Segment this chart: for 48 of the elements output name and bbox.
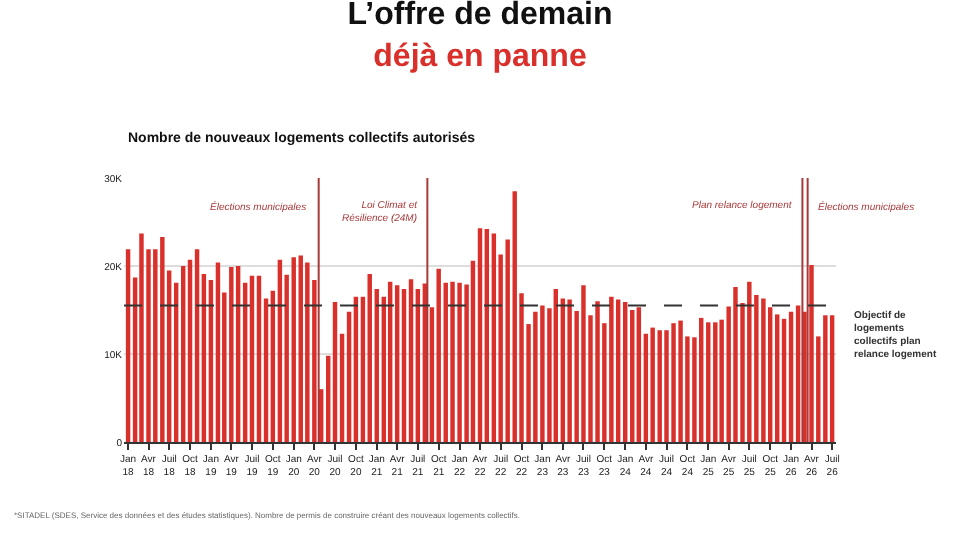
bar — [671, 323, 676, 442]
bar — [160, 236, 165, 442]
bar — [809, 265, 814, 442]
bar — [305, 262, 310, 442]
chart-subtitle: déjà en panne — [373, 39, 587, 74]
bar — [256, 275, 262, 442]
bar — [457, 282, 462, 442]
bar — [713, 322, 718, 442]
bar — [615, 299, 621, 442]
chart-title: L’offre de demain — [347, 0, 613, 32]
bar — [622, 302, 628, 442]
bar — [291, 257, 296, 442]
bar — [657, 330, 662, 442]
bar — [636, 307, 642, 442]
bar — [747, 281, 752, 442]
bar — [664, 330, 669, 442]
bar — [781, 318, 787, 442]
bar — [181, 266, 186, 442]
bar — [595, 301, 600, 442]
bar — [609, 296, 614, 442]
bar — [540, 305, 545, 442]
bar — [788, 311, 794, 442]
bar — [436, 268, 441, 442]
bar — [450, 281, 455, 442]
bar — [823, 315, 828, 442]
bar — [408, 279, 414, 442]
bar — [829, 315, 835, 442]
bar — [630, 310, 635, 442]
bar — [733, 287, 738, 442]
bar — [215, 262, 221, 442]
bar — [298, 255, 303, 442]
bar — [706, 322, 711, 442]
bar — [367, 273, 372, 442]
bar — [699, 317, 704, 442]
bar — [567, 299, 572, 442]
bar — [650, 327, 655, 442]
bar — [678, 320, 683, 442]
bar — [775, 314, 780, 442]
bar — [512, 191, 517, 442]
bar — [533, 311, 538, 442]
bar — [767, 307, 773, 442]
bar — [477, 228, 483, 442]
bar — [332, 302, 338, 442]
bar — [139, 233, 144, 442]
bar — [761, 298, 766, 442]
bar — [581, 285, 586, 442]
bar — [229, 266, 234, 442]
bar — [394, 285, 400, 442]
